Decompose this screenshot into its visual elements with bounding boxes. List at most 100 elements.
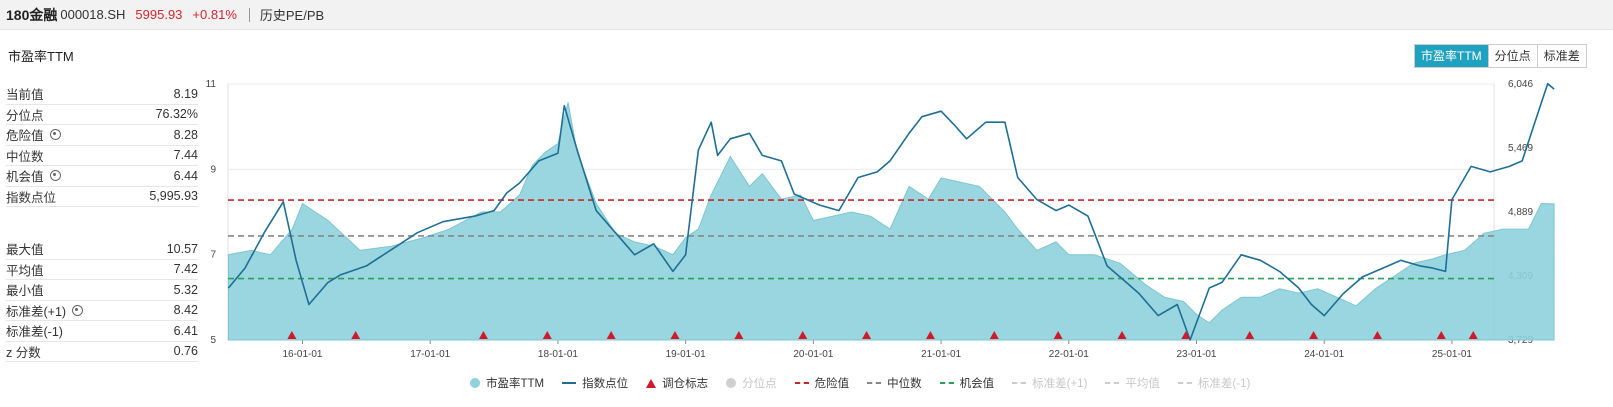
rebalance-marker xyxy=(798,331,808,339)
stat-value: 10.57 xyxy=(166,241,198,256)
stat-value: 5.32 xyxy=(173,282,198,297)
settings-gear-icon[interactable] xyxy=(49,129,61,141)
settings-gear-icon[interactable] xyxy=(49,170,61,182)
legend-circle-icon xyxy=(726,378,737,388)
rebalance-marker xyxy=(670,331,680,339)
metric-toggle-group: 市盈率TTM 分位点 标准差 xyxy=(1414,44,1587,68)
x-tick-label: 22-01-01 xyxy=(1049,349,1089,360)
stat-value: 6.44 xyxy=(173,168,198,183)
x-tick-label: 18-01-01 xyxy=(538,349,578,360)
legend-dash-icon xyxy=(939,382,954,384)
rebalance-marker xyxy=(606,331,616,339)
rebalance-marker xyxy=(862,331,872,339)
legend-label: 标准差(-1) xyxy=(1197,378,1251,390)
stat-row: 最大值 10.57 xyxy=(6,239,198,260)
legend-item[interactable]: 中位数 xyxy=(867,375,922,391)
legend-dash-icon xyxy=(867,382,882,384)
x-tick-label: 19-01-01 xyxy=(666,349,706,360)
rebalance-marker xyxy=(351,331,361,339)
y-right-tick-label: 4,889 xyxy=(1508,207,1533,218)
legend-label: 危险值 xyxy=(814,378,850,390)
stat-label: 危险值 xyxy=(6,129,44,144)
y-right-tick-label: 6,046 xyxy=(1508,79,1533,90)
legend-item[interactable]: 危险值 xyxy=(794,375,850,391)
y-left-tick-label: 5 xyxy=(210,335,216,346)
index-code: 000018.SH xyxy=(60,7,126,22)
legend-circle-icon xyxy=(470,378,480,388)
stat-row: 标准差(-1) 6.41 xyxy=(6,321,198,342)
rebalance-marker xyxy=(1436,331,1446,339)
stat-row: z 分数 0.76 xyxy=(6,342,198,362)
y-left-tick-label: 7 xyxy=(210,250,216,261)
toggle-pe-ttm[interactable]: 市盈率TTM xyxy=(1415,45,1488,67)
stat-label: 最小值 xyxy=(6,284,44,299)
stat-value: 8.28 xyxy=(173,127,198,142)
chart-legend: 市盈率TTM 指数点位 调仓标志 分位点 危险值 中位数 机会值 标准差(+1) 平均值 标准差(… xyxy=(470,375,1268,391)
legend-item[interactable]: 调仓标志 xyxy=(646,375,708,391)
stat-row: 危险值 8.28 xyxy=(6,125,198,146)
legend-item[interactable]: 指数点位 xyxy=(562,375,628,391)
x-tick-label: 17-01-01 xyxy=(410,349,450,360)
x-tick-label: 23-01-01 xyxy=(1176,349,1216,360)
stat-value: 6.41 xyxy=(173,323,198,338)
toggle-std-dev[interactable]: 标准差 xyxy=(1536,45,1586,67)
legend-label: 平均值 xyxy=(1125,378,1160,390)
stat-row: 机会值 6.44 xyxy=(6,166,198,187)
legend-item[interactable]: 标准差(-1) xyxy=(1177,375,1251,391)
stat-value: 8.19 xyxy=(173,86,198,101)
header-bar: 180金融 000018.SH 5995.93 +0.81% 历史PE/PB xyxy=(0,0,1613,30)
y-right-tick-label: 5,469 xyxy=(1508,143,1533,154)
legend-item[interactable]: 市盈率TTM xyxy=(470,375,544,391)
stat-label: 中位数 xyxy=(6,149,44,164)
legend-label: 指数点位 xyxy=(582,378,629,390)
legend-label: 中位数 xyxy=(887,378,922,390)
rebalance-marker xyxy=(1309,331,1319,339)
pe-ttm-area xyxy=(227,102,1555,341)
y-left-tick-label: 9 xyxy=(210,164,216,175)
legend-item[interactable]: 机会值 xyxy=(939,375,995,391)
stat-row: 平均值 7.42 xyxy=(6,260,198,280)
legend-item[interactable]: 标准差(+1) xyxy=(1012,375,1087,391)
x-tick-label: 16-01-01 xyxy=(282,349,322,360)
x-tick-label: 25-01-01 xyxy=(1432,349,1472,360)
stat-row: 分位点 76.32% xyxy=(6,105,198,125)
index-name: 180金融 xyxy=(6,6,58,23)
legend-triangle-icon xyxy=(646,378,657,388)
stat-label: 标准差(+1) xyxy=(6,304,67,319)
rebalance-marker xyxy=(1053,331,1063,339)
stat-row: 中位数 7.44 xyxy=(6,146,198,166)
index-price: 5995.93 xyxy=(135,7,183,22)
metric-title: 市盈率TTM xyxy=(8,49,74,64)
stat-label: 最大值 xyxy=(6,243,44,258)
legend-line-icon xyxy=(562,382,577,384)
stats-panel-current: 当前值 8.19 分位点 76.32% 危险值 8.28 中位数 7.44 机会值 6.44 指数点… xyxy=(6,84,198,207)
x-tick-label: 24-01-01 xyxy=(1304,349,1344,360)
pe-chart: 579113,7294,3094,8895,4696,04616-01-0117… xyxy=(206,79,1555,360)
stat-label: 平均值 xyxy=(6,263,44,278)
stat-value: 5,995.93 xyxy=(149,189,198,204)
toggle-percentile[interactable]: 分位点 xyxy=(1487,45,1537,67)
stats-panel-historical: 最大值 10.57 平均值 7.42 最小值 5.32 标准差(+1) 8.42 标准差(-1)… xyxy=(6,239,198,362)
legend-item[interactable]: 分位点 xyxy=(726,375,777,391)
stat-value: 8.42 xyxy=(173,303,198,318)
x-tick-label: 21-01-01 xyxy=(921,349,961,360)
legend-item[interactable]: 平均值 xyxy=(1105,375,1160,391)
header-divider xyxy=(248,7,250,22)
stat-label: 标准差(-1) xyxy=(6,325,63,340)
index-change: +0.81% xyxy=(192,7,237,22)
stat-label: 机会值 xyxy=(6,170,44,185)
rebalance-marker xyxy=(1181,331,1191,339)
legend-label: 机会值 xyxy=(959,378,995,390)
rebalance-marker xyxy=(989,331,999,339)
settings-gear-icon[interactable] xyxy=(72,304,84,316)
stat-value: 7.42 xyxy=(173,262,198,277)
legend-label: 调仓标志 xyxy=(662,378,709,390)
legend-dash-icon xyxy=(794,382,809,384)
stat-label: z 分数 xyxy=(6,345,41,360)
rebalance-marker xyxy=(478,331,488,339)
stat-value: 0.76 xyxy=(173,344,198,359)
rebalance-marker xyxy=(1468,331,1478,339)
stat-value: 76.32% xyxy=(155,107,198,122)
history-pe-pb-link[interactable]: 历史PE/PB xyxy=(259,8,325,23)
y-left-tick-label: 11 xyxy=(206,79,217,90)
